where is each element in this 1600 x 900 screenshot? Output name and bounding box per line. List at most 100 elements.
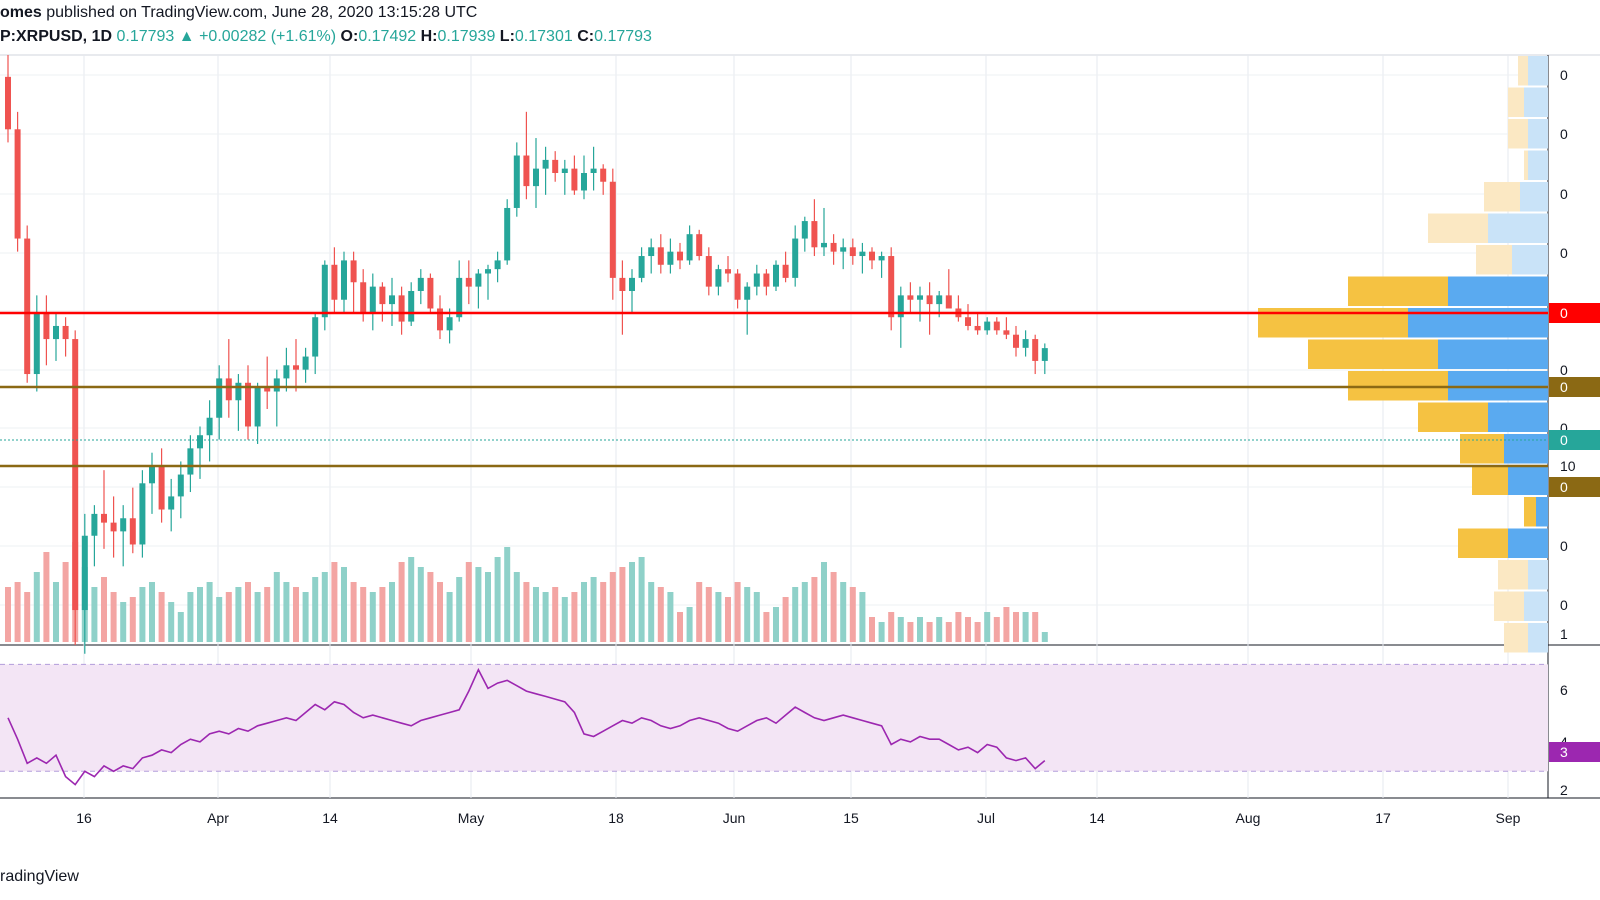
volume-bar — [254, 592, 261, 642]
last-price: 0.17793 — [116, 28, 175, 45]
symbol-name[interactable]: P:XRPUSD, 1D — [0, 28, 113, 45]
candle-body — [312, 317, 319, 357]
candle-body — [744, 286, 751, 300]
candle-body — [945, 295, 952, 309]
low-label: L: — [499, 28, 515, 45]
candle-body — [869, 251, 875, 261]
volume-bar — [177, 612, 184, 642]
candle-body — [571, 168, 578, 191]
candle-body — [273, 378, 280, 392]
rsi-current-label: 3 — [1560, 744, 1568, 760]
volume-bar — [945, 622, 952, 642]
volume-bar — [24, 592, 31, 642]
candle-body — [705, 256, 712, 287]
rsi-tick-label: 2 — [1560, 782, 1568, 798]
volume-bar — [571, 592, 578, 642]
candle-body — [696, 234, 703, 257]
candle-body — [379, 286, 386, 305]
rsi-band — [0, 664, 1548, 772]
candle-body — [878, 256, 885, 261]
candle-body — [840, 247, 847, 252]
publish-text: published on TradingView.com, June 28, 2… — [41, 4, 478, 21]
rsi-tick-label: 6 — [1560, 682, 1568, 698]
volume-bar — [283, 582, 290, 642]
volume-bar — [456, 577, 463, 642]
vp-up-bar — [1524, 591, 1548, 621]
candle-body — [581, 173, 587, 191]
y-tick-label: 0 — [1560, 245, 1568, 261]
candle-body — [427, 277, 434, 309]
volume-bar — [331, 562, 338, 642]
candle-body — [120, 518, 127, 532]
open-value: 0.17492 — [358, 28, 417, 45]
vp-down-bar — [1458, 528, 1508, 558]
candle-body — [1022, 339, 1029, 348]
volume-bar — [744, 587, 751, 642]
candle-body — [139, 483, 146, 545]
volume-bar — [993, 617, 1000, 642]
vp-down-bar — [1524, 497, 1536, 527]
candle-body — [235, 382, 242, 401]
volume-bar — [677, 612, 683, 642]
candle-body — [197, 435, 203, 449]
volume-bar — [638, 557, 645, 642]
vp-up-bar — [1504, 434, 1548, 464]
candle-body — [984, 321, 991, 331]
candle-body — [293, 365, 299, 370]
publish-info: omes published on TradingView.com, June … — [0, 4, 477, 22]
candle-body — [609, 181, 616, 278]
candle-body — [897, 295, 904, 318]
candle-body — [72, 339, 79, 611]
vp-down-bar — [1484, 182, 1520, 212]
vp-up-bar — [1512, 245, 1548, 275]
vp-up-bar — [1488, 402, 1548, 432]
vp-down-bar — [1428, 213, 1488, 243]
volume-bar — [657, 587, 664, 642]
volume-bar — [1013, 612, 1019, 642]
volume-bar — [369, 592, 376, 642]
volume-bar — [821, 562, 827, 642]
y-tick-label: 10 — [1560, 458, 1576, 474]
vp-down-bar — [1348, 276, 1448, 306]
vp-down-bar — [1494, 591, 1524, 621]
candle-body — [43, 312, 50, 340]
volume-bar — [293, 587, 299, 642]
volume-bar — [533, 587, 539, 642]
candle-body — [561, 168, 568, 173]
x-tick-label: May — [458, 810, 484, 826]
volume-bar — [869, 617, 875, 642]
candle-body — [725, 269, 731, 274]
volume-bar — [897, 617, 904, 642]
volume-bar — [667, 592, 674, 642]
footer-brand: radingView — [0, 868, 79, 885]
candle-body — [542, 159, 549, 169]
rsi-current-tag — [1549, 742, 1600, 762]
volume-bar — [494, 557, 501, 642]
volume-bar — [91, 587, 98, 642]
candle-body — [225, 378, 232, 401]
volume-bar — [475, 567, 482, 642]
x-tick-label: Jul — [977, 810, 995, 826]
volume-bar — [955, 612, 962, 642]
volume-bar — [235, 587, 242, 642]
vp-down-bar — [1504, 623, 1528, 653]
candle-body — [917, 295, 923, 300]
candle-body — [369, 286, 376, 313]
vp-up-bar — [1448, 276, 1548, 306]
candle-body — [619, 277, 626, 291]
vp-up-bar — [1528, 119, 1548, 149]
close-value: 0.17793 — [594, 28, 652, 45]
candle-body — [177, 474, 184, 497]
x-tick-label: 14 — [1089, 810, 1105, 826]
volume-bar — [408, 557, 415, 642]
author-name[interactable]: omes — [0, 4, 42, 21]
candle-body — [264, 387, 271, 392]
volume-bar — [523, 582, 530, 642]
volume-bar — [686, 607, 693, 642]
candle-body — [907, 295, 914, 300]
candle-body — [590, 168, 597, 173]
candle-body — [888, 256, 895, 318]
volume-bar — [936, 617, 943, 642]
volume-bar — [379, 587, 386, 642]
